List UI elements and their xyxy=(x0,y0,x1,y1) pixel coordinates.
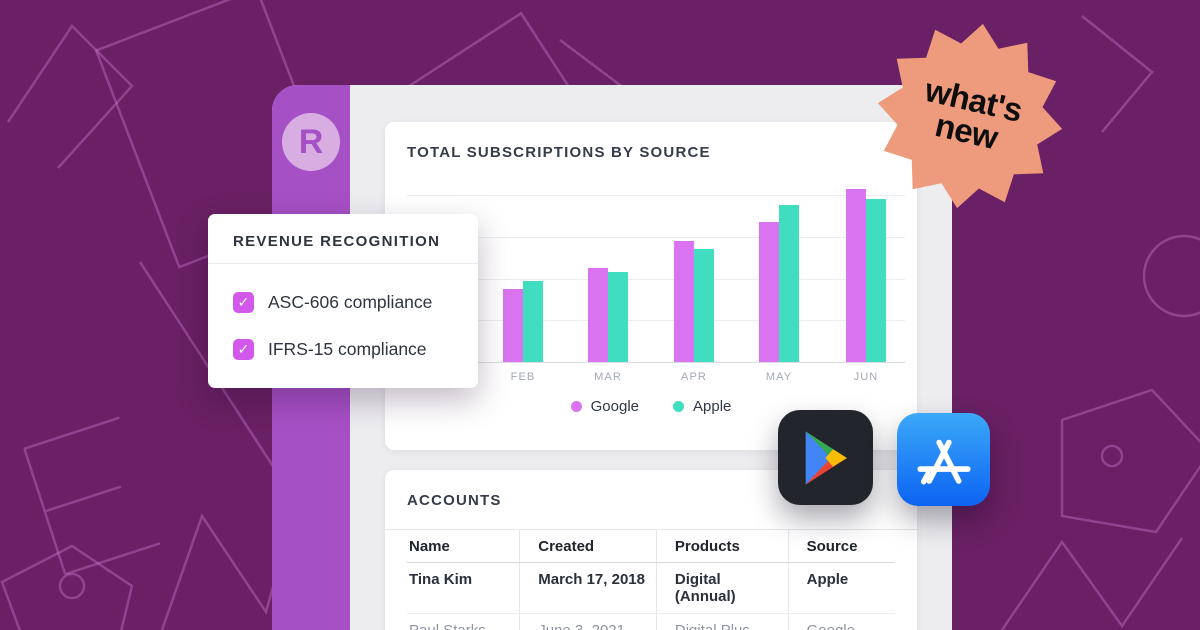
bar-google-mar xyxy=(588,268,608,362)
checklist-item: ✓ ASC-606 compliance xyxy=(233,279,478,326)
divider xyxy=(385,529,917,530)
legend-item-google: Google xyxy=(570,398,639,415)
column-header-source: Source xyxy=(787,530,895,562)
app-store-glyph-icon xyxy=(916,439,971,484)
revenue-recognition-panel: REVENUE RECOGNITION ✓ ASC-606 compliance ✓… xyxy=(208,214,478,388)
table-body: Tina Kim March 17, 2018 Digital (Annual) Ap… xyxy=(407,563,895,630)
legend-label: Google xyxy=(590,398,639,415)
bar-google-feb xyxy=(503,288,523,362)
bar-google-jun xyxy=(846,188,866,362)
checkbox-checked[interactable]: ✓ xyxy=(233,339,254,360)
x-axis-label: MAY xyxy=(765,371,793,383)
checklist-label: IFRS-15 compliance xyxy=(268,339,427,359)
x-axis-label: FEB xyxy=(510,371,536,383)
table-cell: March 17, 2018 xyxy=(519,563,656,613)
checklist-item: ✓ IFRS-15 compliance xyxy=(233,326,478,373)
bar-google-apr xyxy=(674,240,694,362)
bar-apple-apr xyxy=(694,249,714,362)
table-cell: Digital (Annual) xyxy=(655,563,788,613)
compliance-checklist: ✓ ASC-606 compliance ✓ IFRS-15 compliance xyxy=(208,264,478,373)
table-row[interactable]: Tina Kim March 17, 2018 Digital (Annual) Ap… xyxy=(407,563,895,614)
x-axis-label: JUN xyxy=(853,371,879,383)
gridline xyxy=(407,362,905,363)
table-row[interactable]: Paul StarksJune 3, 2021Digital PlusGoogl… xyxy=(407,614,895,630)
legend-label: Apple xyxy=(693,398,732,415)
bar-apple-may xyxy=(779,205,799,362)
x-axis-label: APR xyxy=(681,371,707,383)
starburst-icon xyxy=(877,23,1063,209)
table-cell: Google xyxy=(787,614,895,630)
bar-apple-feb xyxy=(523,280,543,362)
legend-item-apple: Apple xyxy=(673,398,731,415)
column-header-name: Name xyxy=(409,538,450,555)
bar-chart: FEB MAR APR MAY JUN xyxy=(385,122,917,450)
play-triangle-icon xyxy=(805,430,847,485)
chart-legend: Google Apple xyxy=(385,398,917,415)
logo-letter: R xyxy=(298,123,324,161)
table-cell: Paul Starks xyxy=(407,614,519,630)
app-store-icon[interactable] xyxy=(897,413,990,506)
revenuecat-logo-icon[interactable]: R xyxy=(282,113,340,171)
revenue-panel-title: REVENUE RECOGNITION xyxy=(208,214,478,264)
google-play-icon[interactable] xyxy=(778,410,873,505)
legend-dot-icon xyxy=(570,401,582,412)
whats-new-badge: what's new xyxy=(874,20,1066,212)
accounts-title: ACCOUNTS xyxy=(407,492,502,509)
table-cell: June 3, 2021 xyxy=(519,614,656,630)
gridline xyxy=(407,195,905,196)
subscriptions-chart-card: TOTAL SUBSCRIPTIONS BY SOURCE FEB MAR APR M… xyxy=(385,122,917,450)
gridline xyxy=(407,278,905,280)
table-cell: Apple xyxy=(787,563,895,613)
checkbox-checked[interactable]: ✓ xyxy=(233,292,254,313)
bar-apple-mar xyxy=(608,272,628,362)
legend-dot-icon xyxy=(673,401,684,412)
column-header-products: Products xyxy=(655,530,788,562)
table-header-row: Name Created Products Source xyxy=(407,530,895,563)
bar-google-may xyxy=(759,222,779,362)
gridline xyxy=(407,236,905,238)
gridline xyxy=(407,320,905,322)
checklist-label: ASC-606 compliance xyxy=(268,292,433,312)
bar-apple-jun xyxy=(866,199,886,362)
column-header-created: Created xyxy=(519,530,656,562)
x-axis-label: MAR xyxy=(594,371,622,383)
table-cell: Tina Kim xyxy=(409,571,473,588)
accounts-table: Name Created Products Source Tina Kim March … xyxy=(407,530,895,630)
chart-title: TOTAL SUBSCRIPTIONS BY SOURCE xyxy=(407,144,711,161)
table-cell: Digital Plus xyxy=(655,614,788,630)
